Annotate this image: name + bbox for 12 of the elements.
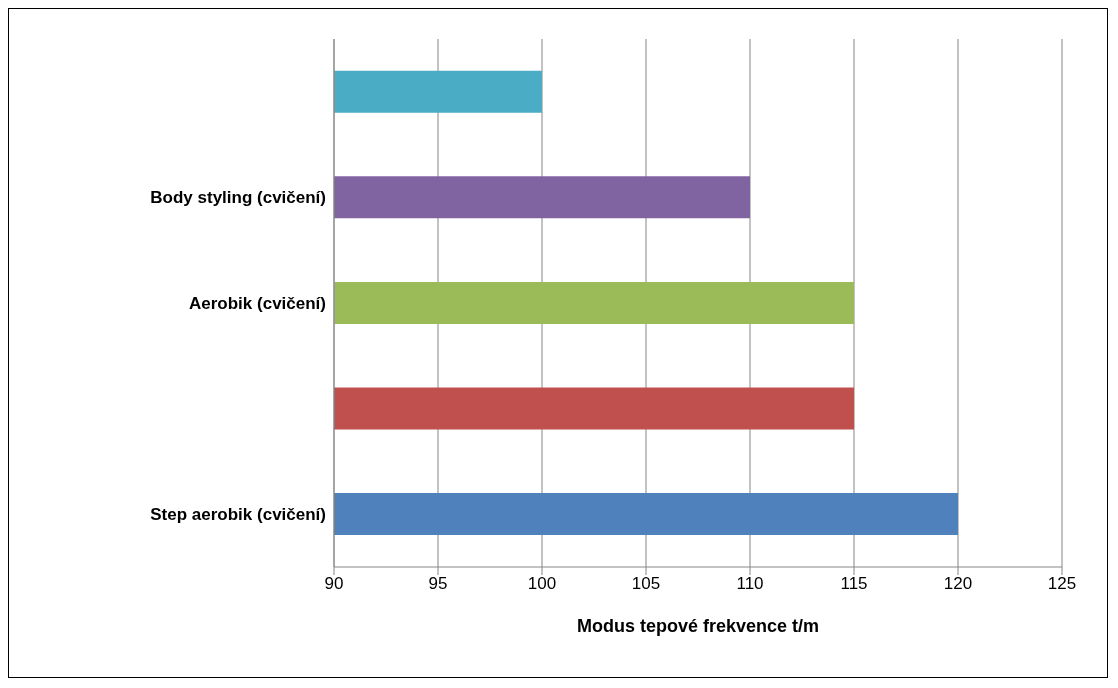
x-tick-label: 125 bbox=[1047, 574, 1077, 594]
y-tick-label: Aerobik (cvičení) bbox=[189, 294, 326, 314]
x-tick-label: 110 bbox=[736, 574, 764, 594]
y-tick-label: Step aerobik (cvičení) bbox=[150, 505, 326, 525]
x-tick-label: 90 bbox=[324, 574, 344, 594]
x-tick-label: 105 bbox=[631, 574, 661, 594]
y-tick-label: Body styling (cvičení) bbox=[150, 188, 326, 208]
x-tick-label: 100 bbox=[527, 574, 557, 594]
x-tick-label: 95 bbox=[428, 574, 448, 594]
x-tick-label: 120 bbox=[943, 574, 973, 594]
x-tick-label: 115 bbox=[840, 574, 868, 594]
x-axis-title: Modus tepové frekvence t/m bbox=[576, 616, 820, 636]
